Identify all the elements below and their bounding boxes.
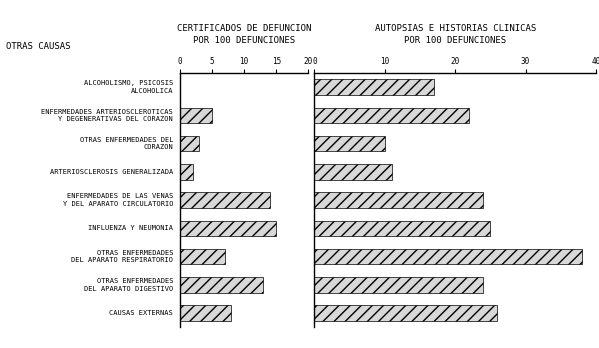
Text: ARTERIOSCLEROSIS GENERALIZADA: ARTERIOSCLEROSIS GENERALIZADA: [50, 169, 173, 175]
Bar: [314, 108, 470, 123]
Bar: [314, 79, 434, 95]
Bar: [180, 164, 193, 180]
Bar: [180, 136, 199, 151]
Bar: [314, 136, 385, 151]
Text: CAUSAS EXTERNAS: CAUSAS EXTERNAS: [110, 310, 173, 316]
Text: ALCOHOLISMO, PSICOSIS
ALCOHOLICA: ALCOHOLISMO, PSICOSIS ALCOHOLICA: [84, 80, 173, 94]
Bar: [314, 221, 491, 236]
Bar: [180, 108, 212, 123]
Bar: [314, 305, 498, 321]
Bar: [180, 305, 231, 321]
Text: ENFERMEDADES DE LAS VENAS
Y DEL APARATO CIRCULATORIO: ENFERMEDADES DE LAS VENAS Y DEL APARATO …: [63, 193, 173, 207]
Title: CERTIFICADOS DE DEFUNCION
POR 100 DEFUNCIONES: CERTIFICADOS DE DEFUNCION POR 100 DEFUNC…: [177, 24, 311, 45]
Bar: [314, 277, 483, 293]
Text: OTRAS CAUSAS: OTRAS CAUSAS: [6, 42, 71, 51]
Bar: [314, 164, 392, 180]
Bar: [180, 221, 276, 236]
Text: INFLUENZA Y NEUMONIA: INFLUENZA Y NEUMONIA: [88, 225, 173, 231]
Bar: [180, 192, 270, 208]
Text: ENFERMEDADES ARTERIOSCLEROTICAS
Y DEGENERATIVAS DEL CORAZON: ENFERMEDADES ARTERIOSCLEROTICAS Y DEGENE…: [41, 109, 173, 122]
Text: OTRAS ENFERMEDADES DEL
CORAZON: OTRAS ENFERMEDADES DEL CORAZON: [80, 137, 173, 150]
Bar: [180, 277, 264, 293]
Title: AUTOPSIAS E HISTORIAS CLINICAS
POR 100 DEFUNCIONES: AUTOPSIAS E HISTORIAS CLINICAS POR 100 D…: [374, 24, 536, 45]
Bar: [314, 249, 582, 264]
Text: OTRAS ENFERMEDADES
DEL APARATO DIGESTIVO: OTRAS ENFERMEDADES DEL APARATO DIGESTIVO: [84, 278, 173, 292]
Bar: [314, 192, 483, 208]
Bar: [180, 249, 225, 264]
Text: OTRAS ENFERMEDADES
DEL APARATO RESPIRATORIO: OTRAS ENFERMEDADES DEL APARATO RESPIRATO…: [71, 250, 173, 263]
